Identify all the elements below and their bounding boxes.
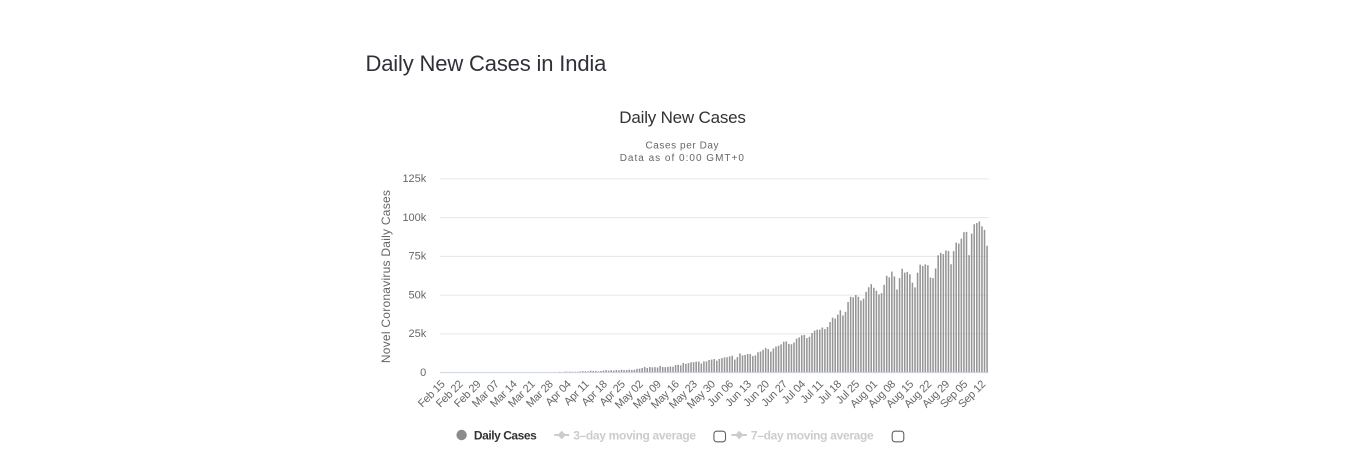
svg-text:125k: 125k [402,173,426,185]
svg-text:50k: 50k [409,289,427,301]
svg-text:7–day moving average: 7–day moving average [751,429,874,443]
svg-text:Data as of 0:00 GMT+0: Data as of 0:00 GMT+0 [620,153,745,164]
svg-text:Cases per Day: Cases per Day [645,140,719,151]
svg-text:75k: 75k [409,251,427,263]
svg-text:100k: 100k [402,212,426,224]
svg-text:Daily New Cases: Daily New Cases [619,108,745,127]
svg-text:Novel Coronavirus Daily Cases: Novel Coronavirus Daily Cases [379,190,393,363]
svg-text:25k: 25k [409,328,427,340]
svg-text:3–day moving average: 3–day moving average [573,429,696,443]
svg-text:Daily Cases: Daily Cases [474,429,537,443]
svg-text:0: 0 [420,367,426,379]
